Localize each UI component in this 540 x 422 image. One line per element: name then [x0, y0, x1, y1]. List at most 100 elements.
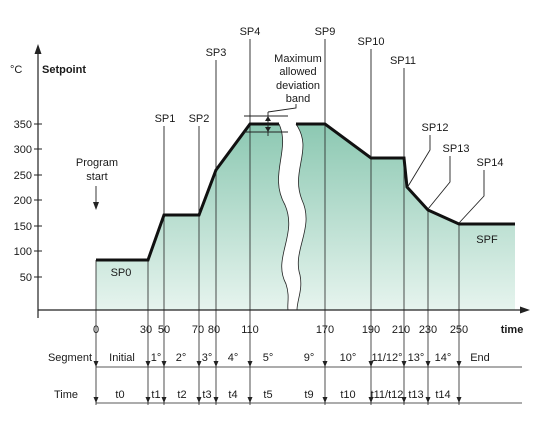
deviation-label-line2: allowed	[279, 66, 316, 78]
segment-cell: 11/12°	[371, 352, 402, 364]
row-arrow-icon	[213, 397, 219, 403]
time-guide-lines	[95, 124, 460, 405]
break-edge-left	[278, 123, 290, 311]
y-tick-label: 100	[14, 246, 32, 258]
row-arrow-icon	[213, 361, 219, 367]
y-tick-label: 150	[14, 221, 32, 233]
row-arrow-icon	[93, 361, 99, 367]
setpoint-profile-line-right	[296, 122, 515, 226]
deviation-arrow-up-icon	[265, 116, 271, 121]
time-row: Time t0 t1 t2 t3 t4 t5 t9 t10 t11/t12 t1…	[54, 389, 522, 404]
leader-sp12	[406, 135, 431, 189]
deviation-arrow-down-icon	[265, 127, 271, 132]
row-arrow-icon	[322, 397, 328, 403]
row-arrow-icon	[322, 361, 328, 367]
time-cell: t3	[202, 389, 211, 401]
time-row-label: Time	[54, 389, 78, 401]
x-tick-labels: 0 30 50 70 80 110 170 190 210 230 250	[93, 324, 468, 336]
time-cell: t5	[263, 389, 272, 401]
y-axis-title: Setpoint	[42, 64, 86, 76]
label-sp2: SP2	[189, 113, 210, 125]
label-spf: SPF	[476, 234, 498, 246]
x-tick-label: 230	[419, 324, 437, 336]
area-under-profile-right	[296, 124, 515, 310]
row-arrow-icon	[456, 397, 462, 403]
row-arrow-icon	[456, 361, 462, 367]
row-arrow-icon	[161, 361, 167, 367]
segment-cell: 2°	[176, 352, 187, 364]
label-sp10: SP10	[358, 36, 385, 48]
program-start-arrow-icon	[93, 202, 99, 210]
segment-cell: 13°	[408, 352, 425, 364]
x-tick-label: 30	[140, 324, 152, 336]
y-tick-label: 200	[14, 195, 32, 207]
deviation-band-marker	[244, 104, 297, 136]
row-arrow-icon	[247, 397, 253, 403]
setpoint-profile-line-left	[96, 122, 279, 262]
x-tick-label: 210	[392, 324, 410, 336]
x-tick-label: 170	[316, 324, 334, 336]
label-sp14: SP14	[477, 157, 504, 169]
time-cell: t1	[151, 389, 160, 401]
segment-cell: Initial	[109, 352, 135, 364]
segment-cell: 1°	[151, 352, 162, 364]
label-sp11: SP11	[390, 55, 416, 67]
time-cell: t9	[304, 389, 313, 401]
row-arrow-icon	[425, 397, 431, 403]
time-cell: t0	[115, 389, 124, 401]
deviation-label-line1: Maximum	[274, 53, 322, 65]
label-sp12: SP12	[422, 122, 449, 134]
label-sp4: SP4	[240, 26, 261, 38]
time-cell: t11/t12	[371, 389, 404, 401]
time-cell: t10	[340, 389, 355, 401]
y-tick-label: 250	[14, 170, 32, 182]
x-tick-label: 70	[192, 324, 204, 336]
deviation-label-line4: band	[286, 93, 310, 105]
y-tick-label: 300	[14, 144, 32, 156]
time-cell: t2	[177, 389, 186, 401]
leader-sp14	[458, 170, 485, 224]
segment-cell: 4°	[228, 352, 239, 364]
label-sp0: SP0	[111, 267, 132, 279]
x-tick-label: 190	[362, 324, 380, 336]
segment-cell: 10°	[340, 352, 357, 364]
setpoint-labels: SP0 SP1 SP2 SP3 SP4 SP9 SP10 SP11 SP12 S…	[111, 26, 504, 279]
y-axis-unit: °C	[10, 64, 22, 76]
segment-row-label: Segment	[48, 352, 92, 364]
row-arrow-icon	[161, 397, 167, 403]
row-arrow-markers	[93, 361, 462, 403]
x-axis-arrow-icon	[520, 306, 530, 314]
program-start-label-line2: start	[86, 171, 107, 183]
x-axis-title: time	[501, 324, 524, 336]
label-sp1: SP1	[155, 113, 176, 125]
time-cell: t4	[228, 389, 237, 401]
deviation-band-label: Maximum allowed deviation band	[274, 53, 322, 105]
time-cell: t14	[435, 389, 450, 401]
segment-cell: 9°	[304, 352, 315, 364]
row-arrow-icon	[401, 397, 407, 403]
x-tick-label: 50	[158, 324, 170, 336]
program-start-label-line1: Program	[76, 157, 118, 169]
x-tick-label: 110	[241, 324, 259, 336]
y-tick-label: 50	[20, 272, 32, 284]
y-tick-labels: 350 300 250 200 150 100 50	[14, 119, 32, 284]
row-arrow-icon	[401, 361, 407, 367]
row-arrow-icon	[145, 361, 151, 367]
area-under-profile-left	[96, 124, 289, 310]
segment-row: Segment Initial 1° 2° 3° 4° 5° 9° 10° 11…	[48, 352, 522, 368]
deviation-label-line3: deviation	[276, 80, 320, 92]
label-sp13: SP13	[443, 143, 470, 155]
leader-sp13	[427, 156, 451, 210]
y-tick-label: 350	[14, 119, 32, 131]
row-arrow-icon	[247, 361, 253, 367]
segment-cell: End	[470, 352, 490, 364]
x-tick-label: 250	[450, 324, 468, 336]
x-tick-label: 80	[208, 324, 220, 336]
segment-cell: 3°	[202, 352, 213, 364]
row-arrow-icon	[368, 397, 374, 403]
label-sp9: SP9	[315, 26, 336, 38]
row-arrow-icon	[425, 361, 431, 367]
x-tick-label: 0	[93, 324, 99, 336]
